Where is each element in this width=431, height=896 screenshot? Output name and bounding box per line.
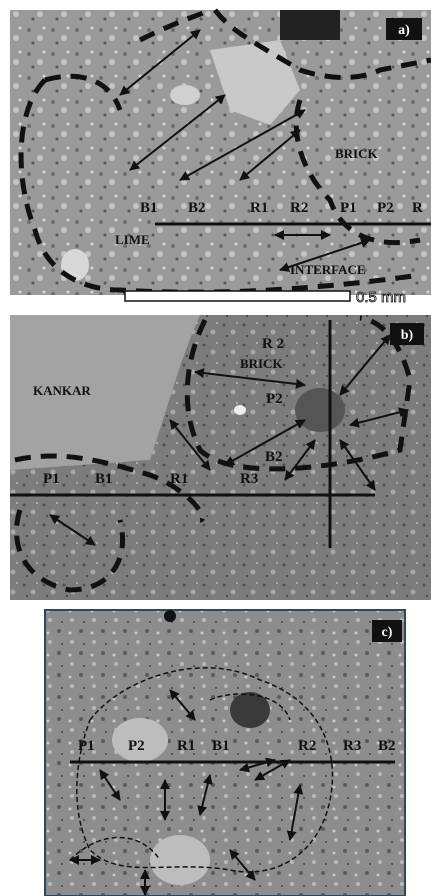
panel-label: a) [398,23,410,38]
annotation: P2 [266,391,283,407]
scale-bar [125,291,350,301]
panel-b: b) R 2 BRICK KANKAR P2 B2 P1 B1 R1 R3 [10,315,431,600]
grain [230,692,270,728]
annotation: P1 [43,471,60,487]
annotation: INTERFACE [290,262,366,277]
annotation: B2 [188,200,206,216]
annotation: R1 [177,738,195,754]
annotation: R2 [298,738,316,754]
scale-label: 0.5 mm [356,289,406,306]
void [280,10,340,40]
annotation: P1 [78,738,95,754]
annotation: P2 [377,200,394,216]
annotation: B1 [140,200,158,216]
annotation: B2 [265,449,283,465]
annotation: B1 [212,738,230,754]
annotation: R3 [343,738,361,754]
grain [150,835,210,885]
panel-label: b) [401,328,414,343]
annotation: KANKAR [33,383,91,398]
annotation: R [412,200,423,216]
figure: a) BRICK B1 B2 R1 R2 P1 P2 R LIME INTERF… [0,0,431,896]
annotation: R3 [240,471,258,487]
grain [295,388,345,432]
grain [170,85,200,105]
panel-a: a) BRICK B1 B2 R1 R2 P1 P2 R LIME INTERF… [10,10,431,306]
annotation: R 2 [262,336,284,352]
panel-c: c) P1 P2 R1 B1 R2 R3 B2 [45,610,405,896]
annotation: BRICK [335,146,379,161]
annotation: P1 [340,200,357,216]
annotation: BRICK [240,356,284,371]
annotation: R2 [290,200,308,216]
annotation: R1 [170,471,188,487]
annotation: B1 [95,471,113,487]
grain [234,405,246,415]
panel-label: c) [382,625,393,640]
annotation: P2 [128,738,145,754]
annotation: R1 [250,200,268,216]
annotation: LIME [115,232,150,247]
grain [164,610,176,622]
annotation: B2 [378,738,396,754]
